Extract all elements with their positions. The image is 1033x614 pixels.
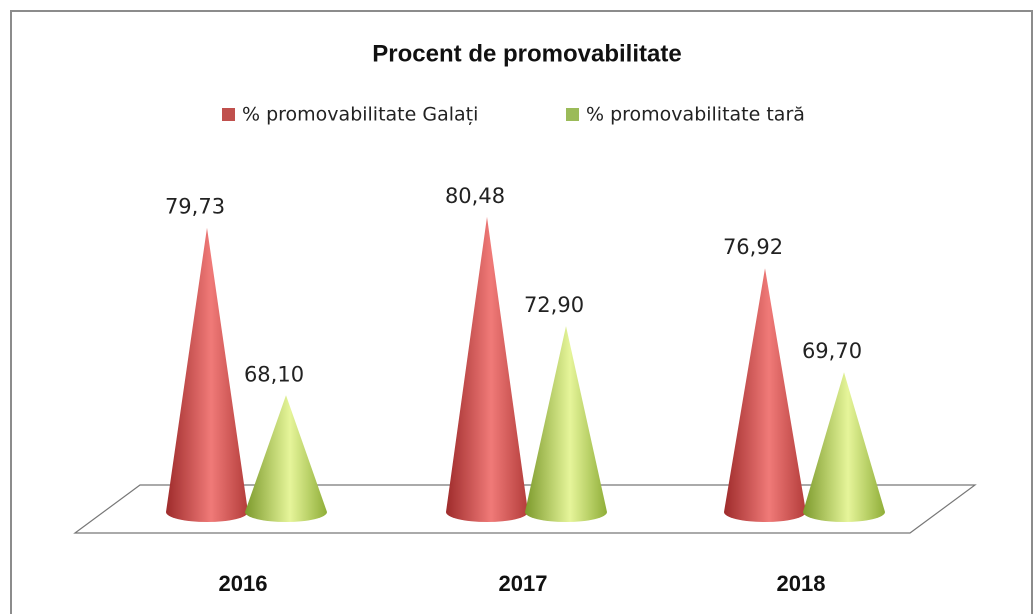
legend-swatch bbox=[222, 108, 235, 121]
cone bbox=[245, 395, 327, 522]
x-tick-label: 2018 bbox=[777, 571, 826, 596]
data-label: 79,73 bbox=[165, 195, 225, 219]
data-label: 72,90 bbox=[524, 293, 584, 317]
cone bbox=[446, 216, 528, 522]
data-label: 68,10 bbox=[244, 362, 304, 386]
cone bbox=[166, 227, 248, 523]
cone bbox=[525, 326, 607, 522]
legend-label: % promovabilitate tară bbox=[586, 104, 805, 126]
cone bbox=[724, 268, 806, 522]
data-label: 76,92 bbox=[723, 235, 783, 259]
chart-title: Procent de promovabilitate bbox=[372, 40, 681, 67]
x-tick-label: 2016 bbox=[219, 571, 268, 596]
legend-swatch bbox=[566, 108, 579, 121]
legend-label: % promovabilitate Galați bbox=[242, 104, 478, 126]
x-tick-label: 2017 bbox=[499, 571, 548, 596]
data-label: 69,70 bbox=[802, 339, 862, 363]
data-label: 80,48 bbox=[445, 184, 505, 208]
cone bbox=[803, 372, 885, 522]
